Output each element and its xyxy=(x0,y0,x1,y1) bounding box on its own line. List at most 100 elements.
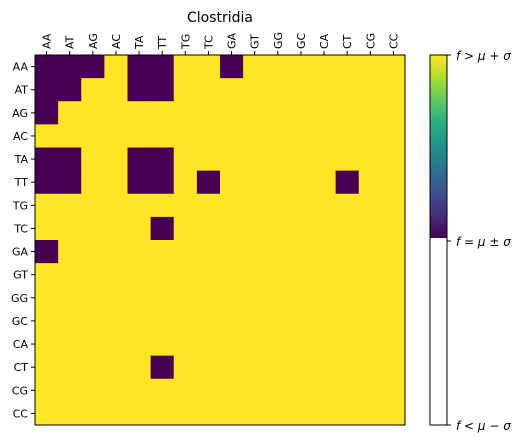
heatmap-cell xyxy=(381,309,406,333)
heatmap-cell xyxy=(35,101,59,125)
heatmap-cell xyxy=(127,193,152,218)
heatmap-cell xyxy=(150,193,175,218)
heatmap-cell xyxy=(289,124,313,148)
heatmap-cell xyxy=(81,286,105,310)
heatmap-cell xyxy=(81,263,105,287)
heatmap-cell xyxy=(35,401,59,426)
x-tick-label: AC xyxy=(110,34,123,49)
heatmap-cell xyxy=(289,193,313,218)
heatmap-cell xyxy=(196,378,221,403)
heatmap-cell xyxy=(173,401,198,426)
heatmap-cell xyxy=(220,240,244,264)
heatmap-cell xyxy=(266,286,290,310)
heatmap-cell xyxy=(150,147,175,172)
heatmap-cell xyxy=(127,240,152,264)
heatmap-cell xyxy=(220,263,244,287)
heatmap-cell xyxy=(58,193,82,218)
x-tick-label: AG xyxy=(87,33,100,49)
heatmap-cell xyxy=(266,124,290,148)
heatmap-cell xyxy=(35,309,59,333)
heatmap-cell xyxy=(312,240,337,264)
heatmap-cell xyxy=(289,147,313,172)
heatmap-cell xyxy=(150,78,175,102)
colorbar: f > μ + σ f = μ ± σ f < μ − σ xyxy=(429,49,511,433)
heatmap-cell xyxy=(220,355,244,380)
heatmap-cells xyxy=(35,55,406,426)
heatmap-cell xyxy=(266,309,290,333)
heatmap-cell xyxy=(104,55,128,79)
heatmap-cell xyxy=(220,170,244,195)
heatmap-cell xyxy=(35,170,59,195)
heatmap-cell xyxy=(173,147,198,172)
heatmap-cell xyxy=(220,101,244,125)
heatmap-cell xyxy=(243,170,267,195)
heatmap-cell xyxy=(150,286,175,310)
heatmap-cell xyxy=(358,124,383,148)
heatmap-cell xyxy=(58,378,82,403)
heatmap-cell xyxy=(58,124,82,148)
heatmap-cell xyxy=(381,216,406,241)
heatmap-cell xyxy=(335,309,360,333)
heatmap-cell xyxy=(358,216,383,241)
heatmap-cell xyxy=(35,55,59,79)
heatmap-cell xyxy=(243,309,267,333)
heatmap-cell xyxy=(58,55,82,79)
heatmap-cell xyxy=(335,355,360,380)
heatmap-cell xyxy=(173,263,198,287)
heatmap-cell xyxy=(243,124,267,148)
heatmap-cell xyxy=(104,286,128,310)
heatmap-cell xyxy=(358,401,383,426)
heatmap-cell xyxy=(35,332,59,357)
heatmap-cell xyxy=(150,170,175,195)
heatmap-cell xyxy=(381,101,406,125)
heatmap-cell xyxy=(196,101,221,125)
y-tick-label: GA xyxy=(12,246,29,259)
colorbar-label-low: f < μ − σ xyxy=(456,419,511,433)
heatmap-cell xyxy=(35,193,59,218)
heatmap-cell xyxy=(335,240,360,264)
heatmap-cell xyxy=(289,170,313,195)
x-tick-label: CG xyxy=(364,33,377,49)
heatmap-cell xyxy=(81,147,105,172)
heatmap-cell xyxy=(81,193,105,218)
y-tick-label: CG xyxy=(12,384,28,397)
heatmap-cell xyxy=(173,124,198,148)
heatmap-cell xyxy=(289,286,313,310)
heatmap-cell xyxy=(266,216,290,241)
heatmap-cell xyxy=(358,309,383,333)
x-tick-label: TG xyxy=(179,34,192,50)
heatmap-cell xyxy=(150,55,175,79)
heatmap-cell xyxy=(104,401,128,426)
heatmap-cell xyxy=(381,78,406,102)
heatmap-cell xyxy=(289,355,313,380)
heatmap-cell xyxy=(220,55,244,79)
heatmap-cell xyxy=(220,147,244,172)
heatmap-cell xyxy=(127,401,152,426)
heatmap-cell xyxy=(58,309,82,333)
heatmap-cell xyxy=(81,170,105,195)
heatmap-cell xyxy=(35,240,59,264)
heatmap-cell xyxy=(381,355,406,380)
heatmap-cell xyxy=(312,170,337,195)
heatmap-cell xyxy=(173,309,198,333)
heatmap-cell xyxy=(381,263,406,287)
x-tick-label: GT xyxy=(249,34,262,49)
heatmap-cell xyxy=(81,355,105,380)
colorbar-frame xyxy=(429,54,448,426)
y-tick-label: GC xyxy=(12,315,29,328)
heatmap-cell xyxy=(381,378,406,403)
heatmap-cell xyxy=(81,240,105,264)
heatmap-cell xyxy=(35,263,59,287)
heatmap-cell xyxy=(289,55,313,79)
heatmap-cell xyxy=(243,332,267,357)
x-tick-label: GA xyxy=(226,32,239,49)
heatmap-cell xyxy=(173,378,198,403)
heatmap-cell xyxy=(266,240,290,264)
heatmap-cell xyxy=(127,170,152,195)
heatmap-cell xyxy=(358,147,383,172)
heatmap-cell xyxy=(173,216,198,241)
heatmap-cell xyxy=(358,240,383,264)
y-tick-label: CT xyxy=(14,361,29,374)
x-tick-label: TT xyxy=(156,35,169,50)
heatmap-cell xyxy=(335,170,360,195)
